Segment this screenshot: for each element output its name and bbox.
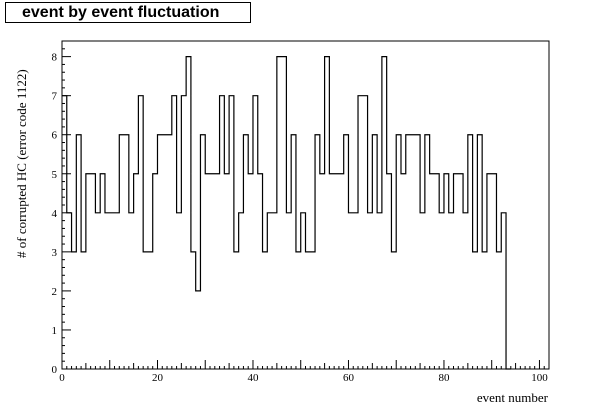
y-tick-label: 0: [52, 364, 58, 376]
y-tick-label: 5: [52, 169, 58, 181]
x-tick-label: 100: [531, 372, 548, 384]
x-tick-label: 60: [343, 372, 355, 384]
x-tick-label: 40: [247, 372, 259, 384]
x-tick-labels: 0 20 40 60 80 100: [59, 372, 548, 384]
y-tick-label: 1: [52, 325, 58, 337]
y-tick-label: 4: [52, 208, 58, 220]
x-axis-title: event number: [477, 390, 549, 405]
chart-title: event by event fluctuation: [5, 2, 251, 23]
x-tick-label: 0: [59, 372, 65, 384]
y-tick-label: 2: [52, 286, 58, 298]
y-tick-label: 6: [52, 130, 58, 142]
x-tick-label: 20: [152, 372, 164, 384]
y-tick-label: 8: [52, 52, 58, 64]
histogram-series-line: [62, 56, 511, 370]
axis-ticks: [61, 40, 550, 370]
y-tick-label: 3: [52, 247, 58, 259]
plot-frame: [61, 40, 550, 370]
y-axis-title: # of corrupted HC (error code 1122): [14, 69, 29, 258]
x-tick-label: 80: [438, 372, 450, 384]
y-tick-label: 7: [52, 91, 58, 103]
y-tick-labels: 0 1 2 3 4 5 6 7 8: [52, 52, 58, 376]
